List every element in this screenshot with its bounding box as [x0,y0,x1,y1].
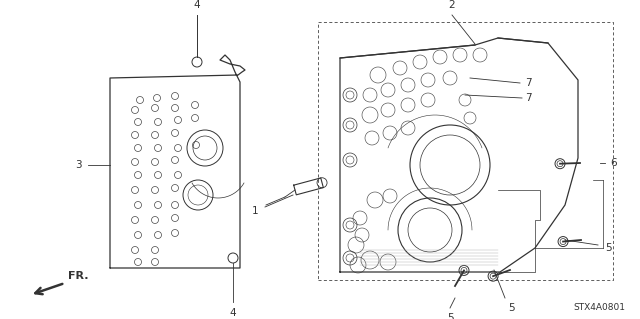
Text: 1: 1 [252,206,258,216]
Text: STX4A0801: STX4A0801 [573,303,625,312]
Text: 5: 5 [605,243,612,253]
Text: 3: 3 [76,160,82,170]
Text: 5: 5 [508,303,515,313]
Text: 4: 4 [230,308,236,318]
Text: 2: 2 [449,0,455,10]
Text: 6: 6 [610,158,616,168]
Text: 4: 4 [194,0,200,10]
Text: 7: 7 [525,93,532,103]
Text: 5: 5 [447,313,453,319]
Text: 7: 7 [525,78,532,88]
Text: FR.: FR. [68,271,88,281]
